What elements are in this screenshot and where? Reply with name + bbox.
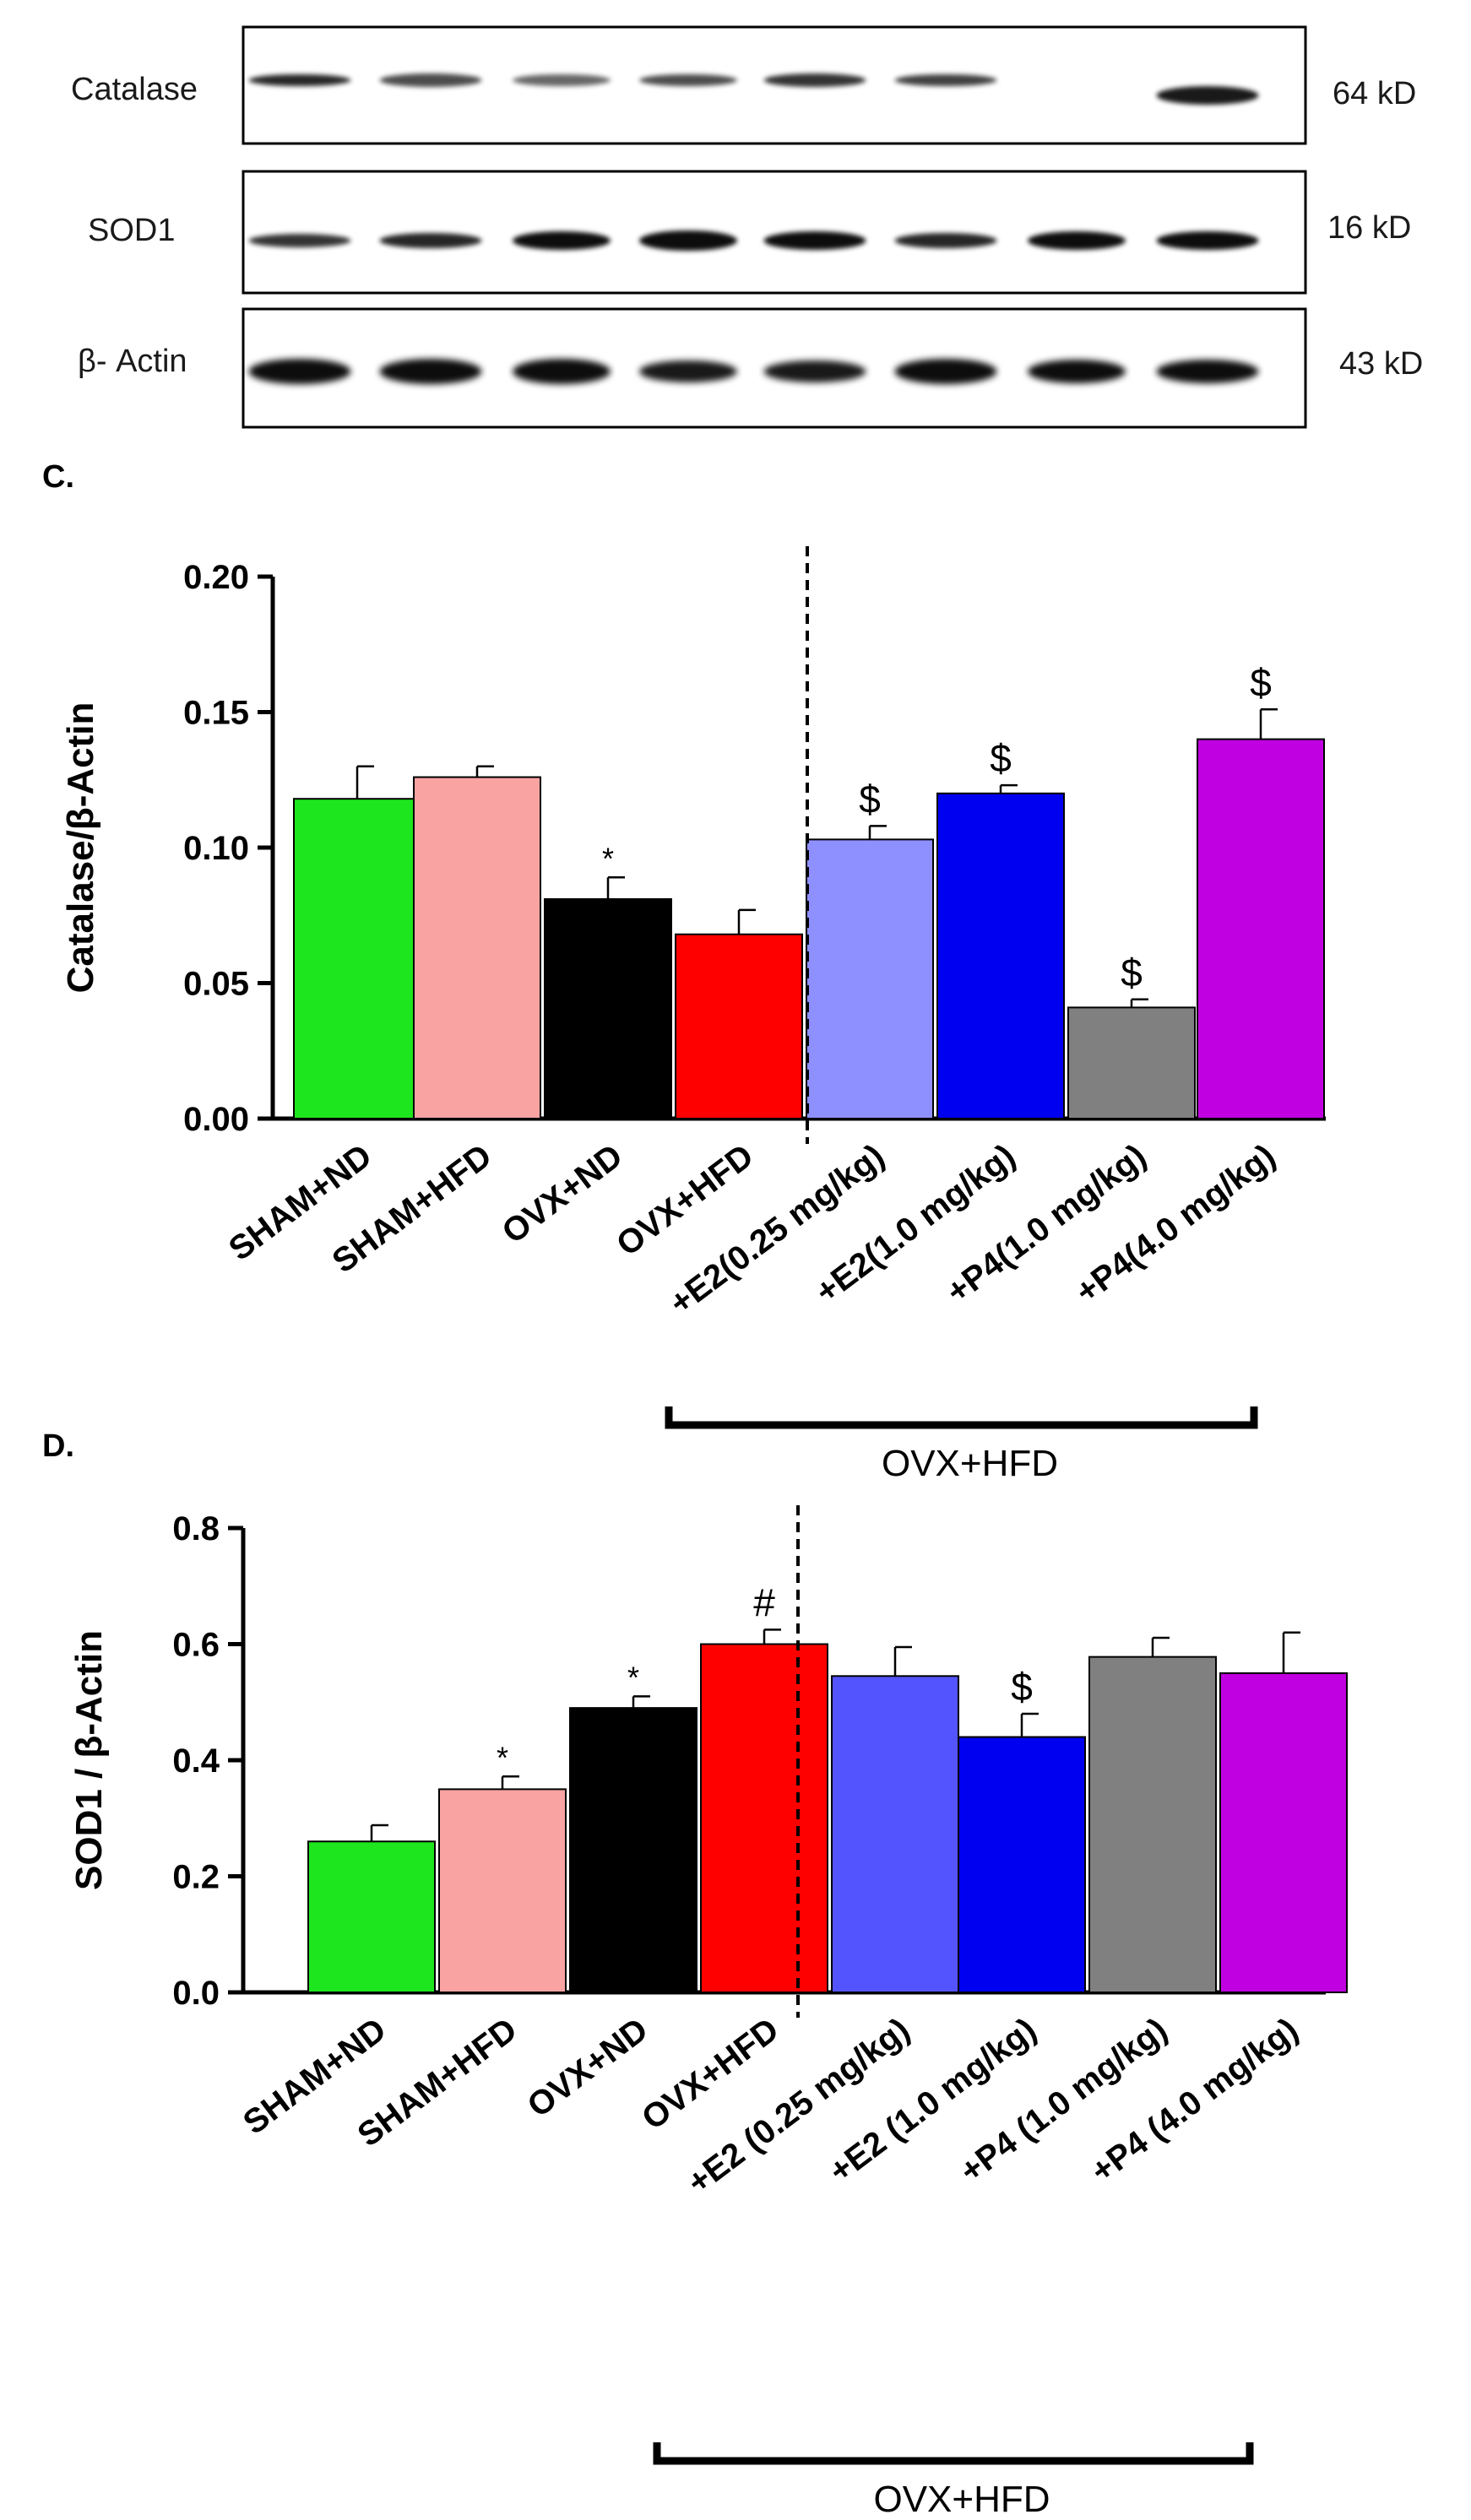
bar [700, 1643, 828, 1993]
significance-marker: $ [859, 777, 881, 821]
catalase-band [513, 74, 611, 86]
bar [958, 1736, 1086, 1993]
blot-frame-sod1 [242, 170, 1307, 295]
bar [438, 1788, 567, 1993]
actin-band [1156, 360, 1259, 383]
sod1-band [248, 234, 351, 247]
catalase-band [639, 74, 737, 86]
bar [806, 838, 934, 1119]
sod1-band [1028, 231, 1126, 250]
y-tick-label: 0.15 [183, 695, 249, 732]
y-tick-label: 0.05 [183, 966, 249, 1003]
actin-band [248, 359, 351, 384]
actin-band [513, 359, 611, 384]
group-bracket [653, 2442, 1254, 2465]
y-tick-label: 0.6 [172, 1627, 220, 1664]
group-label: OVX+HFD [873, 2479, 1050, 2520]
blot-size-actin: 43 kD [1339, 346, 1423, 382]
bar [1197, 738, 1325, 1119]
y-axis-label: SOD1 / β-Actin [68, 1630, 110, 1890]
bar [307, 1840, 436, 1993]
catalase-chart: 0.000.050.100.150.20Catalase/β-ActinSHAM… [60, 546, 1326, 1484]
bar [831, 1675, 959, 1993]
group-label: OVX+HFD [882, 1443, 1058, 1484]
catalase-band [763, 73, 866, 87]
blot-label-catalase: Catalase [71, 72, 198, 107]
actin-band [639, 360, 737, 382]
y-tick-label: 0.8 [172, 1510, 220, 1547]
bar [936, 792, 1065, 1119]
y-tick-label: 0.00 [183, 1101, 249, 1138]
panel-letter-d: D. [42, 1428, 74, 1464]
bar [1067, 1006, 1196, 1120]
bar [1219, 1672, 1348, 1993]
blot-label-sod1: SOD1 [88, 213, 175, 248]
actin-band [763, 360, 866, 382]
blot-size-sod1: 16 kD [1327, 210, 1411, 246]
actin-band [379, 359, 482, 384]
sod1-band [379, 233, 482, 248]
actin-bands [248, 359, 1259, 384]
y-tick-label: 0.4 [172, 1742, 220, 1780]
catalase-bands [248, 73, 1259, 105]
sod1-band [639, 230, 737, 251]
actin-band [1028, 360, 1126, 383]
sod1-band [894, 233, 997, 248]
catalase-band [379, 73, 482, 87]
significance-marker: * [602, 841, 614, 875]
significance-marker: $ [1250, 660, 1272, 704]
y-tick-label: 0.2 [172, 1859, 220, 1896]
significance-marker: * [497, 1740, 508, 1775]
bar [544, 897, 672, 1119]
blot-size-catalase: 64 kD [1333, 76, 1416, 111]
category-label: +E2(0.25 mg/kg) [663, 1137, 892, 1322]
sod1-band [1156, 231, 1259, 250]
sod1-band [763, 231, 866, 250]
y-tick-label: 0.10 [183, 830, 249, 867]
significance-marker: $ [1121, 951, 1143, 994]
sod1-band [513, 231, 611, 250]
western-blot-panel: Catalase SOD1 β- Actin 64 kD 16 kD 43 kD [71, 25, 1423, 429]
bar [1088, 1656, 1217, 1993]
bar [293, 798, 421, 1119]
actin-band [894, 359, 997, 384]
catalase-band [894, 74, 997, 86]
catalase-band [1156, 86, 1259, 105]
significance-marker: $ [1011, 1665, 1033, 1709]
bar [569, 1707, 698, 1993]
bar [675, 933, 803, 1119]
blot-label-actin: β- Actin [78, 344, 187, 379]
panel-letter-c: C. [42, 459, 74, 495]
catalase-band [248, 74, 351, 86]
y-tick-label: 0.20 [183, 559, 249, 596]
significance-marker: # [753, 1580, 775, 1624]
significance-marker: $ [990, 736, 1012, 780]
group-bracket [665, 1406, 1258, 1429]
sod1-bands [248, 230, 1259, 251]
category-label: +E2 (0.25 mg/kg) [681, 2011, 916, 2202]
y-axis-label: Catalase/β-Actin [60, 702, 101, 994]
significance-marker: * [627, 1660, 639, 1694]
y-tick-label: 0.0 [172, 1975, 220, 2012]
bar [413, 776, 541, 1119]
